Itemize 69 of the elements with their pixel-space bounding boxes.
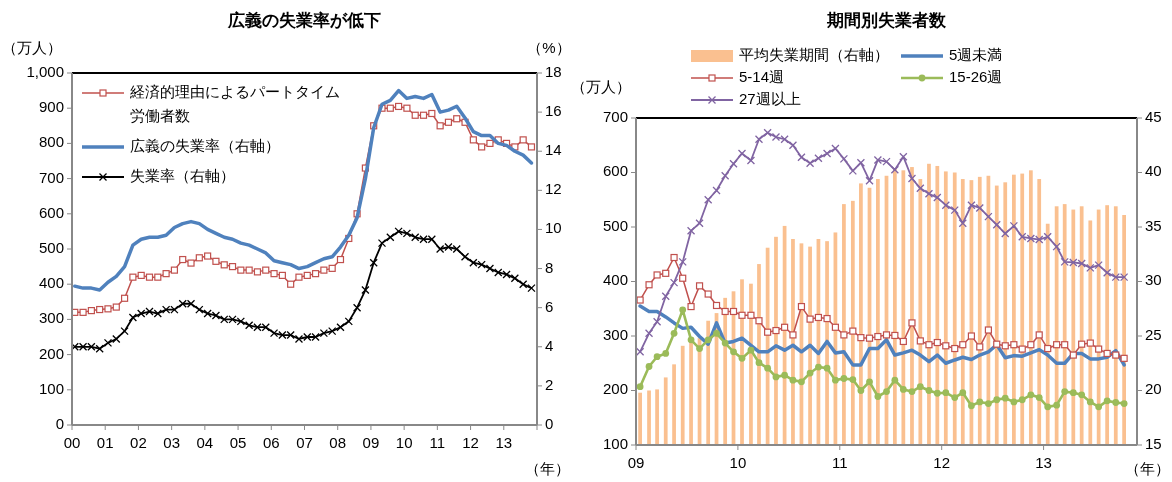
x-tick-label: 11 bbox=[429, 433, 446, 451]
y2-tick-label: 15 bbox=[1145, 434, 1162, 452]
x-tick-label: 11 bbox=[832, 453, 848, 471]
x-tick-label: 10 bbox=[729, 453, 747, 471]
y-tick-label: 200 bbox=[38, 344, 64, 362]
y-tick-label: 0 bbox=[55, 414, 64, 432]
y2-tick-label: 18 bbox=[545, 62, 562, 80]
legend-label: 経済的理由によるパートタイム労働者数 bbox=[129, 82, 340, 124]
chart-title: 期間別失業者数 bbox=[826, 11, 947, 31]
y-tick-label: 600 bbox=[602, 162, 628, 180]
y2-tick-label: 6 bbox=[545, 297, 554, 315]
y-tick-label: 800 bbox=[38, 133, 64, 151]
y-axis-title: （万人） bbox=[571, 77, 631, 95]
y2-tick-label: 10 bbox=[545, 219, 562, 237]
y-tick-label: 500 bbox=[38, 238, 64, 256]
legend-label: 広義の失業率（右軸） bbox=[130, 136, 280, 154]
y-tick-label: 1,000 bbox=[26, 62, 64, 80]
y-tick-label: 400 bbox=[38, 274, 64, 292]
y2-tick-label: 40 bbox=[1145, 162, 1162, 180]
legend-label: 5-14週 bbox=[739, 67, 785, 85]
y2-tick-label: 45 bbox=[1145, 107, 1162, 125]
x-tick-label: 05 bbox=[229, 433, 247, 451]
x-tick-label: 12 bbox=[462, 433, 479, 451]
y2-tick-label: 0 bbox=[545, 414, 554, 432]
y-tick-label: 400 bbox=[602, 271, 628, 289]
y2-axis-title: （%） bbox=[527, 38, 571, 56]
x-tick-label: 10 bbox=[395, 433, 413, 451]
y-tick-label: 900 bbox=[38, 98, 64, 116]
x-tick-label: 13 bbox=[495, 433, 513, 451]
legend-label: 15-26週 bbox=[949, 67, 1003, 85]
y-tick-label: 100 bbox=[38, 379, 64, 397]
y-tick-label: 300 bbox=[602, 325, 628, 343]
x-tick-label: 13 bbox=[1035, 453, 1052, 471]
y-tick-label: 300 bbox=[38, 309, 64, 327]
x-tick-label: 08 bbox=[329, 433, 347, 451]
y2-tick-label: 12 bbox=[545, 180, 562, 198]
y2-tick-label: 8 bbox=[545, 258, 554, 276]
y2-tick-label: 30 bbox=[1145, 271, 1162, 289]
x-axis-title: （年） bbox=[1124, 459, 1170, 477]
y2-tick-label: 25 bbox=[1145, 325, 1162, 343]
legend-label: 平均失業期間（右軸） bbox=[739, 45, 889, 63]
y-tick-label: 200 bbox=[602, 380, 628, 398]
y2-tick-label: 2 bbox=[545, 375, 554, 393]
y-tick-label: 600 bbox=[38, 203, 64, 221]
chart-title: 広義の失業率が低下 bbox=[227, 11, 381, 31]
x-tick-label: 07 bbox=[296, 433, 313, 451]
x-tick-label: 06 bbox=[262, 433, 280, 451]
y-tick-label: 700 bbox=[38, 168, 64, 186]
y-axis-title: （万人） bbox=[2, 38, 62, 56]
x-tick-label: 00 bbox=[63, 433, 81, 451]
x-tick-label: 09 bbox=[362, 433, 380, 451]
x-tick-label: 09 bbox=[627, 453, 645, 471]
y2-tick-label: 35 bbox=[1145, 216, 1162, 234]
x-tick-label: 01 bbox=[96, 433, 114, 451]
y-tick-label: 100 bbox=[602, 434, 628, 452]
x-axis-title: （年） bbox=[524, 459, 570, 477]
y2-tick-label: 4 bbox=[545, 336, 554, 354]
y2-tick-label: 14 bbox=[545, 141, 562, 159]
legend-label: 失業率（右軸） bbox=[130, 166, 235, 184]
x-tick-label: 12 bbox=[933, 453, 951, 471]
y2-tick-label: 16 bbox=[545, 102, 562, 120]
x-tick-label: 04 bbox=[196, 433, 214, 451]
x-tick-label: 03 bbox=[163, 433, 180, 451]
legend-label: 27週以上 bbox=[739, 89, 801, 107]
y2-tick-label: 20 bbox=[1145, 380, 1162, 398]
y-tick-label: 500 bbox=[602, 216, 628, 234]
legend-label: 5週未満 bbox=[949, 45, 1003, 63]
x-tick-label: 02 bbox=[130, 433, 147, 451]
y-tick-label: 700 bbox=[602, 107, 628, 125]
